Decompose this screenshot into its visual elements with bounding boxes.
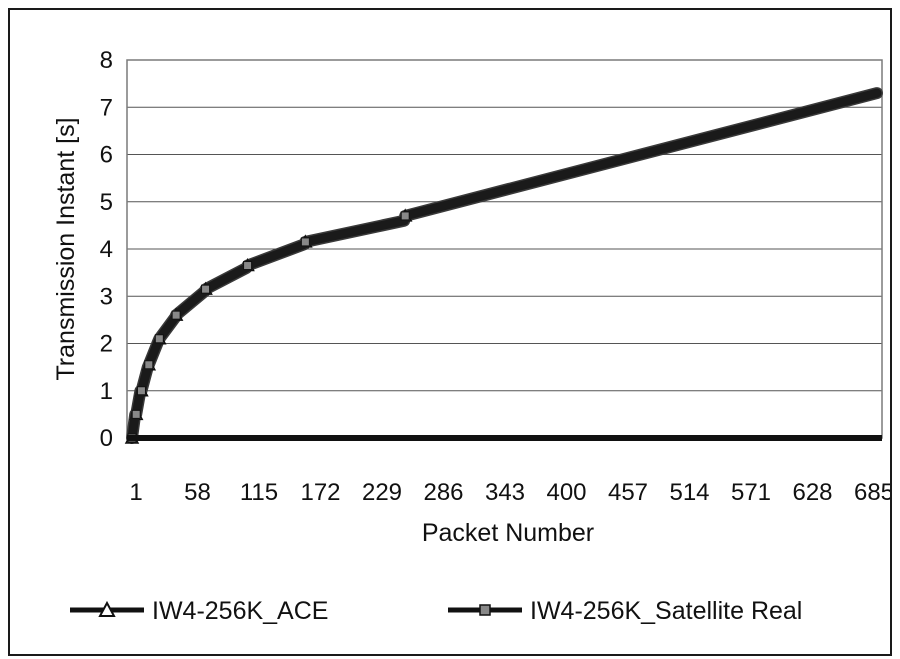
y-tick-label: 7	[100, 94, 113, 121]
x-tick-label: 343	[485, 479, 525, 506]
grid-lines	[127, 59, 882, 392]
x-tick-label: 172	[300, 479, 340, 506]
x-tick-label: 58	[184, 479, 211, 506]
x-tick-label: 457	[608, 479, 648, 506]
y-tick-label: 4	[100, 236, 113, 263]
x-tick-label: 400	[546, 479, 586, 506]
x-tick-label: 115	[240, 479, 278, 506]
data-point	[144, 360, 154, 370]
legend: IW4-256K_ACE IW4-256K_Satellite Real	[70, 597, 802, 625]
data-point	[400, 211, 410, 221]
data-point	[171, 310, 181, 320]
y-tick-label: 6	[100, 142, 113, 169]
y-tick-label: 8	[100, 47, 113, 74]
legend-marker-triangle	[98, 600, 116, 617]
x-tick-label: 571	[731, 479, 771, 506]
y-tick-label: 0	[100, 425, 113, 452]
x-tick-label: 286	[423, 479, 463, 506]
x-tick-labels: 1 58 115 172 229 286 343 400 457 514 571 628 685	[129, 479, 890, 506]
x-axis-title: Packet Number	[422, 519, 594, 547]
y-tick-label: 2	[100, 331, 113, 358]
data-point	[154, 334, 164, 344]
x-tick-label: 1	[129, 479, 142, 506]
data-point	[201, 284, 211, 294]
data-point	[136, 386, 146, 396]
x-tick-label: 229	[362, 479, 402, 506]
x-tick-label: 514	[669, 479, 709, 506]
y-tick-label: 1	[100, 378, 113, 405]
y-tick-label: 3	[100, 283, 113, 310]
x-tick-label: 685	[854, 479, 890, 506]
x-tick-label: 628	[792, 479, 832, 506]
y-tick-label: 5	[100, 189, 113, 216]
legend-label: IW4-256K_Satellite Real	[530, 597, 802, 625]
data-point	[243, 261, 253, 271]
legend-label: IW4-256K_ACE	[152, 597, 328, 625]
legend-marker-square	[479, 604, 491, 616]
y-tick-labels: 0 1 2 3 4 5 6 7 8	[100, 47, 113, 452]
data-point	[131, 409, 141, 419]
data-point	[300, 237, 310, 247]
y-axis-title: Transmission Instant [s]	[52, 117, 80, 380]
